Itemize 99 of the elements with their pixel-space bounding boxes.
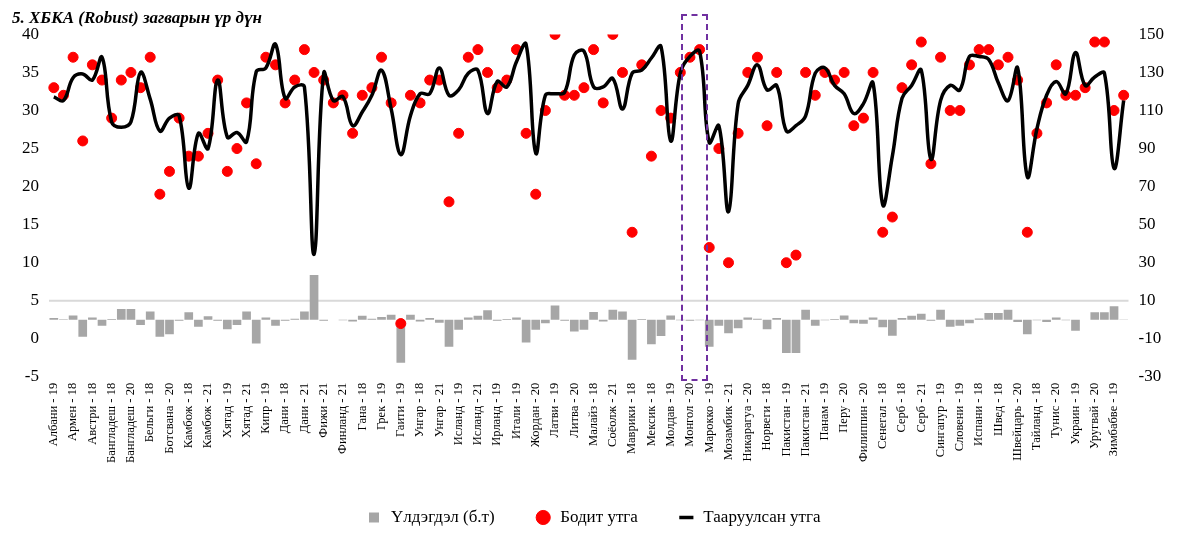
x-tick-label: Тайланд - 18 [1029,382,1044,451]
y2-tick-label: 110 [1138,99,1164,119]
x-tick-label: Албани - 19 [46,382,61,447]
x-tick-label: Исланд - 21 [470,382,485,446]
bar [1051,317,1061,320]
bar [97,319,107,326]
bar [666,315,676,320]
y-tick-label: 0 [30,328,39,348]
x-tick-label: Филиппин - 20 [855,382,870,463]
x-tick-label: Финланд - 21 [335,382,350,454]
x-tick-label: Маврики - 18 [624,382,639,455]
y2-tick-label: 30 [1138,252,1156,272]
y-tick-label: 30 [22,99,39,119]
x-tick-label: Ботсвана - 20 [161,382,176,454]
x-tick-label: Бельги - 18 [142,382,157,443]
x-tick-label: Бангладеш - 18 [103,382,118,463]
x-tick-label: Перу - 20 [836,382,851,433]
y2-tick-label: -30 [1138,366,1162,386]
x-tick-label: Пакистан - 21 [797,382,812,457]
x-tick-label: Малайз - 18 [585,382,600,446]
x-tick-label: Итали - 19 [508,382,523,439]
legend-label: Үлдэгдэл (б.т) [391,506,495,526]
bar [136,319,145,325]
x-tick-label: Камбож - 18 [181,382,196,449]
x-tick-label: Соёолж - 21 [605,382,620,447]
y2-tick-label: 130 [1138,61,1164,81]
y2-tick-label: 10 [1138,290,1156,310]
x-tick-label: Украин - 19 [1067,382,1082,445]
x-tick-label: Словени - 19 [952,382,967,452]
y-tick-label: 35 [22,61,39,81]
y-tick-label: 5 [30,290,39,310]
x-tick-label: Жордан - 20 [528,382,543,448]
x-tick-label: Марокко - 19 [701,382,716,453]
x-tick-label: Кипр - 19 [258,382,273,434]
x-tick-label: Сенегал - 18 [875,382,889,450]
bar [1071,319,1080,331]
bar [88,317,97,320]
x-tick-label: Латви - 19 [547,382,562,438]
y2-tick-label: 50 [1138,214,1156,234]
x-tick-label: Унгар - 21 [431,382,446,438]
x-tick-label: Хятад - 21 [238,382,253,439]
x-tick-label: Гаити - 19 [393,382,408,438]
y-tick-label: -5 [24,366,39,386]
bar [251,319,261,344]
x-tick-label: Мексик - 18 [643,382,658,447]
bar [810,319,820,326]
bar [78,319,88,337]
y2-tick-label: 70 [1138,176,1156,196]
x-tick-label: Швед - 18 [990,382,1005,436]
bar [406,314,415,320]
y2-tick-label: 90 [1138,138,1156,158]
x-tick-label: Литва - 20 [566,382,581,438]
x-tick-label: Ирланд - 19 [489,382,504,446]
y-tick-label: 10 [22,252,39,272]
x-tick-label: Монгол - 20 [682,382,697,447]
y2-tick-label: -10 [1138,328,1162,348]
x-tick-label: Серб - 18 [894,382,909,433]
x-tick-label: Тунис - 20 [1048,382,1063,438]
bar [801,309,810,320]
y-tick-label: 15 [22,214,39,234]
x-tick-label: Пакистан - 19 [778,382,793,457]
x-tick-label: Норвеги - 18 [759,382,774,451]
x-tick-label: Фижи - 21 [315,382,330,438]
x-tick-label: Уругвай - 20 [1087,382,1102,449]
x-tick-label: Гана - 18 [354,382,369,431]
bar [589,311,598,320]
x-tick-label: Унгар - 18 [412,382,427,438]
y2-tick-label: 150 [1138,23,1164,43]
x-tick-label: Дани - 21 [296,382,311,434]
bar [194,319,203,327]
x-tick-label: Исланд - 19 [450,382,465,446]
x-tick-label: Мозамбик - 21 [720,382,735,461]
y-tick-label: 20 [22,176,39,196]
bar [936,309,945,320]
bar [550,305,560,320]
x-tick-label: Бангладеш - 20 [123,382,138,463]
bar [1042,319,1051,323]
bar [145,311,155,320]
bar [203,316,213,320]
bar [184,312,194,320]
x-tick-label: Серб - 21 [913,382,928,433]
x-tick-label: Панам - 19 [817,382,832,441]
bar [627,319,637,360]
x-tick-label: Армен - 18 [65,382,80,442]
x-tick-label: Испани - 18 [971,382,986,446]
x-tick-label: Дани - 18 [277,382,292,434]
legend-label: Бодит утга [560,506,639,526]
x-tick-label: Камбож - 21 [200,382,215,449]
x-tick-label: Хятад - 19 [219,382,234,439]
x-tick-label: Зимбабве - 19 [1106,382,1121,457]
x-tick-label: Сингапур - 19 [932,382,947,458]
y-tick-label: 25 [22,138,39,158]
legend-label: Тааруулсан утга [703,506,821,526]
x-tick-label: Молдав - 19 [662,382,677,447]
x-tick-label: Грек - 19 [373,382,388,431]
x-tick-label: Никарагуа - 20 [740,382,755,462]
x-tick-label: Швейцарь - 20 [1009,382,1024,461]
bar [242,311,251,320]
x-tick-label: Австри - 18 [84,382,99,445]
